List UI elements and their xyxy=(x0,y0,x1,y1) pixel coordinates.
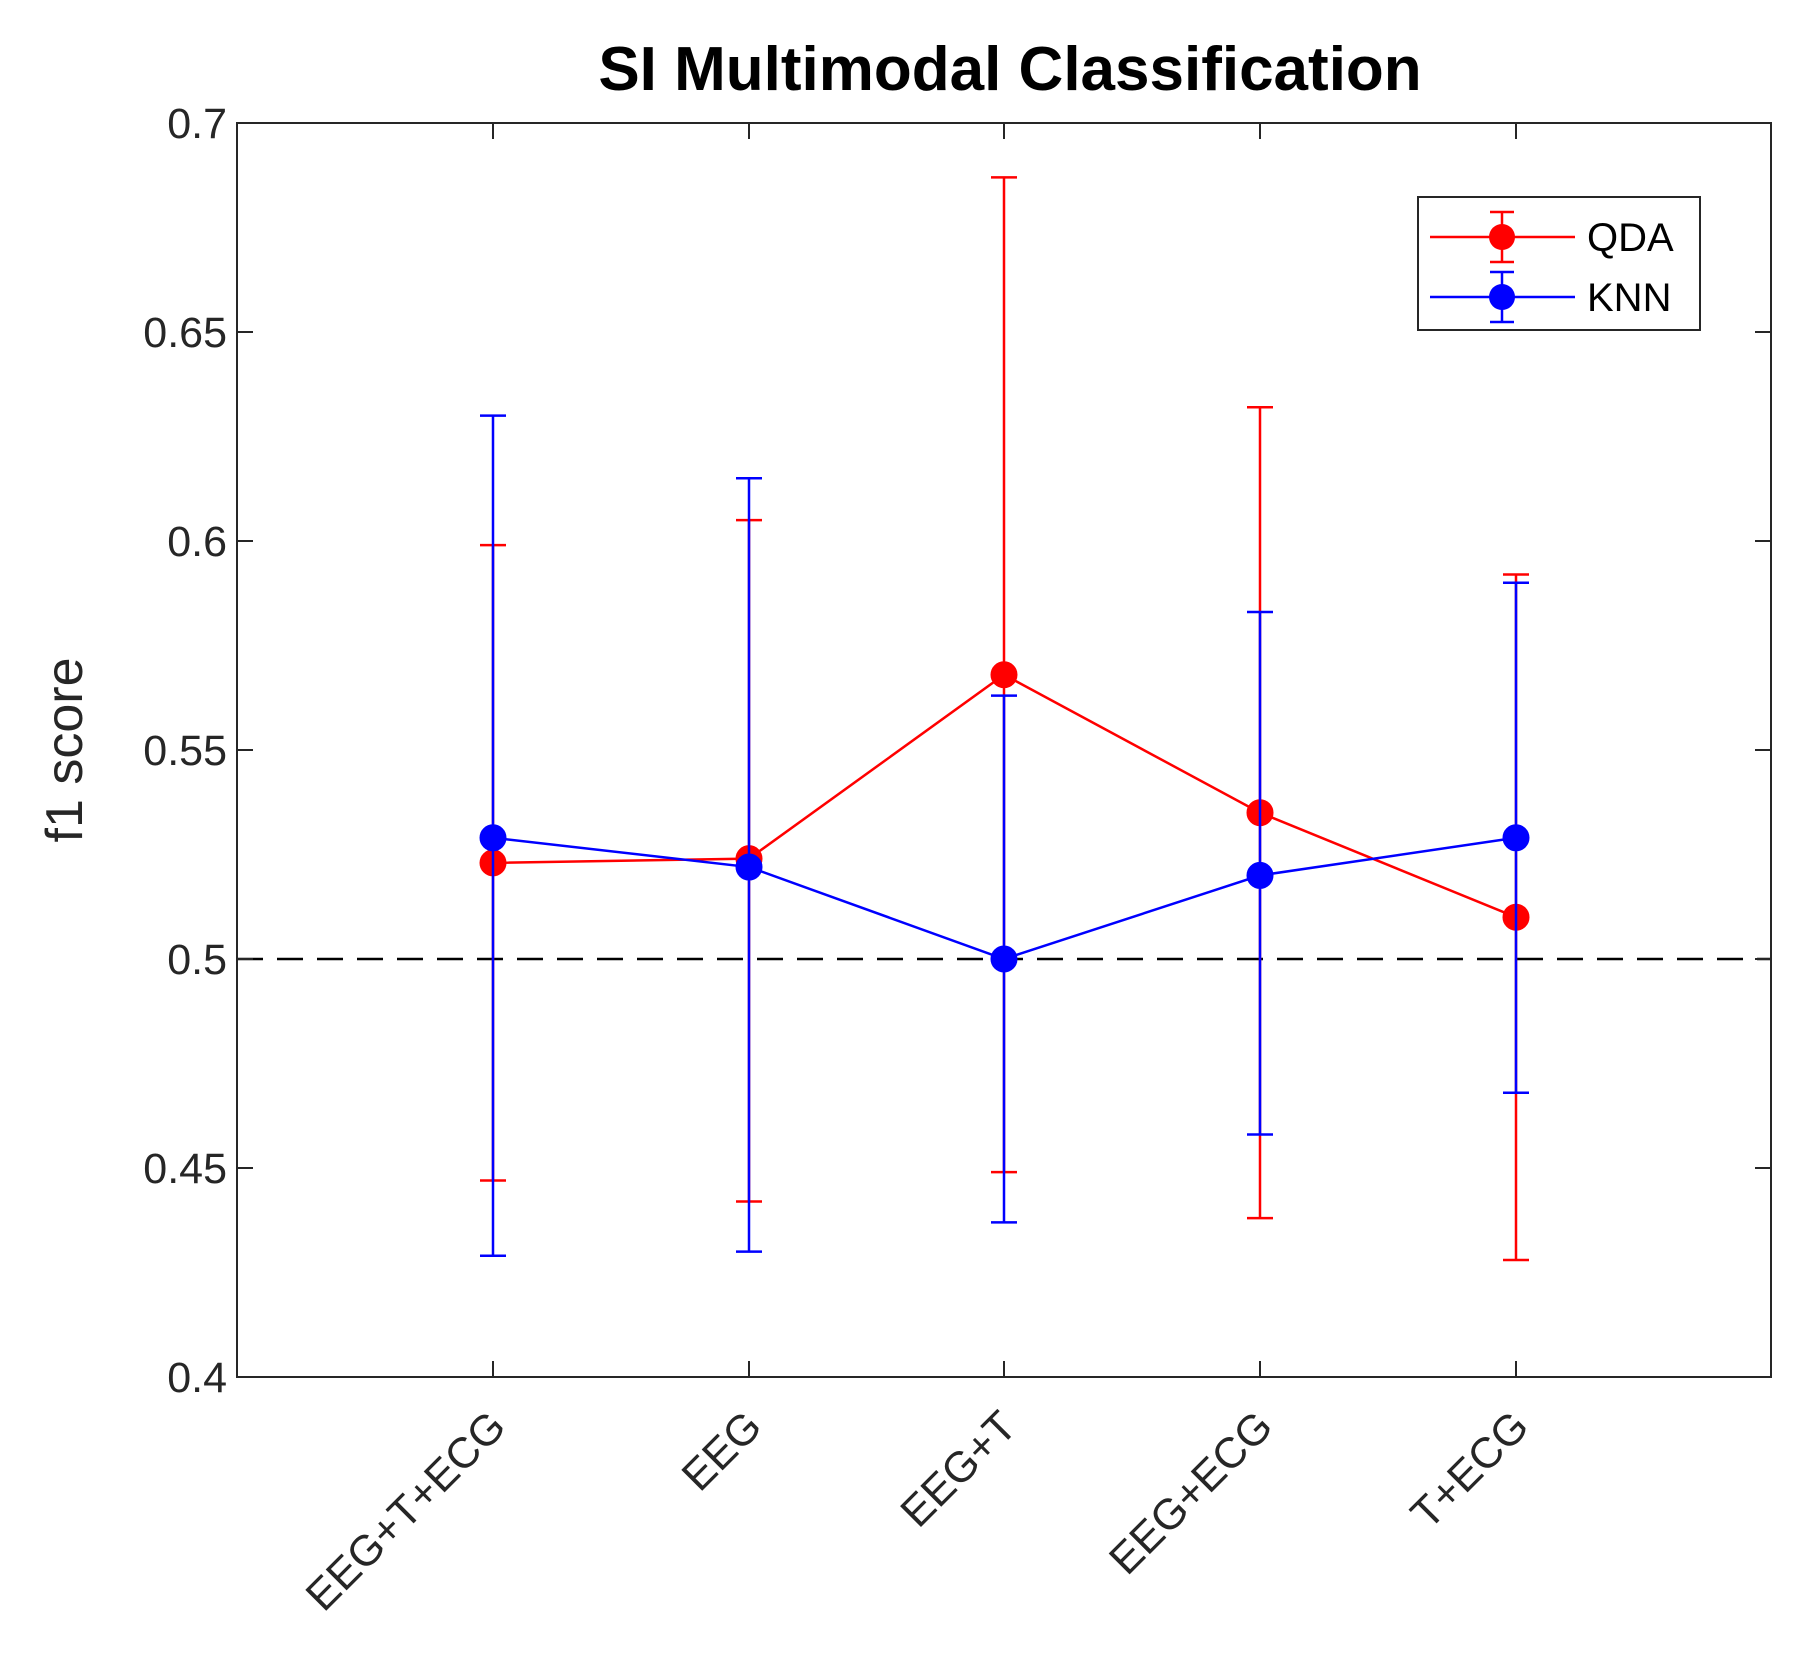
y-axis-label: f1 score xyxy=(36,658,94,843)
legend: QDA KNN xyxy=(1417,196,1701,331)
data-point xyxy=(735,853,763,881)
plot-border xyxy=(236,122,1772,1378)
y-tick-label: 0.5 xyxy=(167,936,227,984)
legend-marker xyxy=(1489,284,1515,310)
legend-box xyxy=(1417,196,1701,331)
x-tick-label: EEG+ECG xyxy=(1100,1402,1282,1584)
series-knn xyxy=(479,414,1530,1258)
x-tick-label: EEG+T+ECG xyxy=(297,1402,515,1620)
x-tick-label: EEG xyxy=(673,1402,771,1500)
data-point xyxy=(1502,824,1530,852)
data-point xyxy=(990,661,1018,689)
y-tick-label: 0.65 xyxy=(143,309,227,357)
x-tick-label: EEG+T xyxy=(892,1402,1026,1536)
x-tick-labels: EEG+T+ECG EEG EEG+T EEG+ECG T+ECG xyxy=(297,1402,1538,1620)
x-tick-label: T+ECG xyxy=(1402,1402,1538,1538)
legend-label: QDA xyxy=(1587,216,1674,260)
y-tick-label: 0.4 xyxy=(167,1354,227,1402)
y-tick-label: 0.55 xyxy=(143,727,227,775)
legend-entry-knn: KNN xyxy=(1430,270,1671,324)
y-tick-labels: 0.4 0.45 0.5 0.55 0.6 0.65 0.7 xyxy=(143,100,227,1402)
y-tick-label: 0.45 xyxy=(143,1145,227,1193)
legend-label: KNN xyxy=(1587,276,1671,320)
series-layer xyxy=(479,176,1530,1262)
legend-entry-qda: QDA xyxy=(1430,210,1674,264)
data-point xyxy=(1246,861,1274,889)
chart-title: SI Multimodal Classification xyxy=(598,35,1421,104)
plot-area xyxy=(236,122,1772,1378)
data-point xyxy=(479,824,507,852)
y-tick-label: 0.7 xyxy=(167,100,227,148)
legend-entries: QDA KNN xyxy=(1430,210,1674,324)
data-point xyxy=(990,945,1018,973)
legend-marker xyxy=(1489,224,1515,250)
y-tick-label: 0.6 xyxy=(167,518,227,566)
